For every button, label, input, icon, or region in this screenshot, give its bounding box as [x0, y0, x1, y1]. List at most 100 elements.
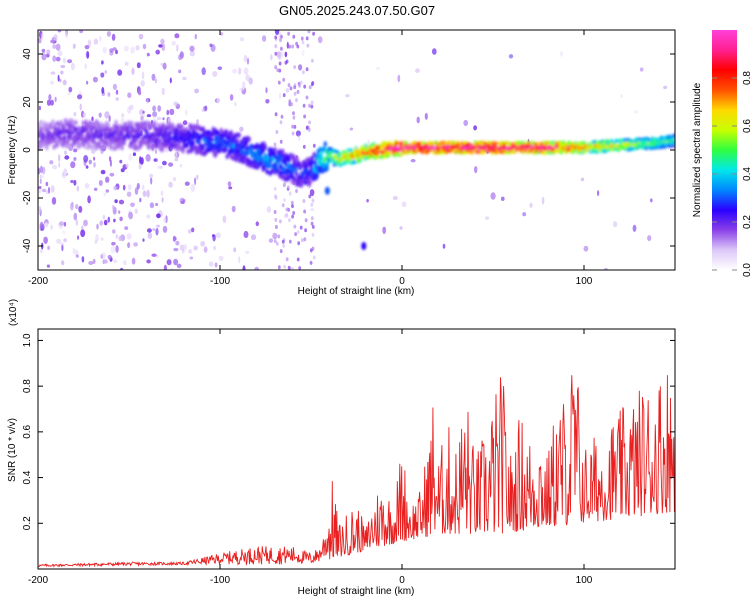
noise-blob	[308, 103, 311, 108]
ridge-cell	[74, 120, 78, 126]
ridge-cell	[114, 119, 118, 126]
noise-blob	[303, 84, 307, 89]
noise-blob	[172, 177, 177, 182]
noise-blob	[301, 49, 305, 57]
colorbar-tick-label: 0.8	[742, 71, 750, 85]
noise-blob	[115, 49, 118, 55]
noise-blob	[311, 232, 315, 237]
noise-blob	[212, 71, 218, 77]
noise-blob	[118, 210, 121, 214]
ridge-cell	[373, 156, 377, 160]
noise-blob	[182, 120, 188, 126]
noise-blob	[171, 40, 176, 46]
ridge-cell	[470, 149, 474, 154]
noise-blob	[155, 228, 159, 236]
noise-blob	[53, 34, 58, 42]
ridge-cell	[181, 148, 185, 154]
noise-blob	[293, 91, 297, 96]
noise-blob	[529, 202, 533, 208]
noise-blob	[73, 212, 78, 221]
noise-blob	[176, 263, 182, 269]
noise-blob	[209, 43, 213, 48]
noise-blob	[130, 202, 135, 208]
noise-blob	[122, 184, 126, 191]
noise-blob	[287, 31, 290, 36]
noise-blob	[46, 99, 51, 106]
noise-blob	[312, 255, 316, 260]
ridge-cell	[158, 137, 162, 143]
noise-blob	[83, 219, 88, 227]
noise-blob	[366, 199, 369, 203]
ridge-cell	[425, 150, 429, 155]
noise-blob	[41, 48, 46, 53]
noise-blob	[196, 119, 199, 126]
noise-blob	[79, 103, 82, 111]
noise-blob	[193, 245, 198, 251]
noise-blob	[73, 179, 77, 186]
noise-blob	[473, 125, 477, 131]
noise-blob	[280, 46, 283, 51]
noise-blob	[204, 105, 208, 112]
ridge-cell	[63, 134, 67, 140]
noise-blob	[266, 206, 271, 213]
ridge-cell	[263, 144, 267, 151]
noise-blob	[278, 61, 282, 66]
noise-blob	[93, 38, 99, 45]
ridge-cell	[404, 141, 408, 145]
noise-blob	[292, 111, 295, 116]
noise-blob	[274, 65, 278, 70]
noise-blob	[663, 85, 668, 90]
ridge-cell	[55, 142, 59, 148]
ridge-cell	[180, 123, 184, 129]
noise-blob	[270, 54, 273, 61]
ridge-cell	[299, 163, 303, 169]
noise-blob	[112, 229, 116, 234]
noise-blob	[163, 217, 167, 224]
noise-blob	[182, 76, 187, 81]
noise-blob	[45, 190, 49, 195]
noise-blob	[212, 234, 216, 242]
noise-blob	[239, 126, 244, 132]
noise-blob	[139, 197, 142, 203]
noise-blob	[242, 81, 246, 90]
noise-blob	[127, 92, 132, 98]
noise-blob	[490, 192, 496, 200]
ridge-cell	[168, 130, 172, 136]
noise-blob	[184, 181, 190, 186]
noise-blob	[217, 66, 223, 70]
noise-blob	[310, 202, 314, 207]
noise-blob	[123, 260, 127, 266]
noise-blob	[100, 169, 106, 175]
noise-blob	[87, 39, 92, 47]
noise-blob	[194, 88, 200, 94]
noise-blob	[115, 234, 118, 239]
noise-blob	[156, 224, 160, 228]
noise-blob	[278, 55, 281, 60]
noise-blob	[189, 256, 194, 260]
noise-blob	[376, 66, 381, 70]
noise-blob	[162, 225, 168, 233]
spectrogram-xlabel: Height of straight line (km)	[298, 286, 415, 297]
ridge-cell	[363, 157, 367, 161]
noise-blob	[173, 101, 179, 107]
ridge-cell	[295, 156, 299, 162]
noise-blob	[132, 152, 136, 156]
noise-blob	[239, 37, 244, 42]
noise-blob	[56, 238, 62, 244]
spectrogram-xtick-label: -200	[28, 276, 48, 287]
noise-blob	[166, 109, 170, 116]
noise-blob	[541, 196, 545, 205]
noise-blob	[155, 203, 159, 206]
noise-blob	[77, 235, 80, 240]
noise-blob	[136, 62, 141, 69]
ridge-cell	[312, 151, 316, 158]
noise-blob	[218, 255, 224, 261]
ridge-cell	[84, 121, 88, 128]
spectrogram-ytick-label: 0	[22, 147, 33, 153]
noise-blob	[57, 50, 63, 57]
noise-blob	[310, 104, 314, 109]
noise-blob	[345, 94, 350, 98]
noise-blob	[95, 234, 99, 242]
noise-blob	[38, 105, 42, 111]
noise-blob	[163, 264, 167, 270]
